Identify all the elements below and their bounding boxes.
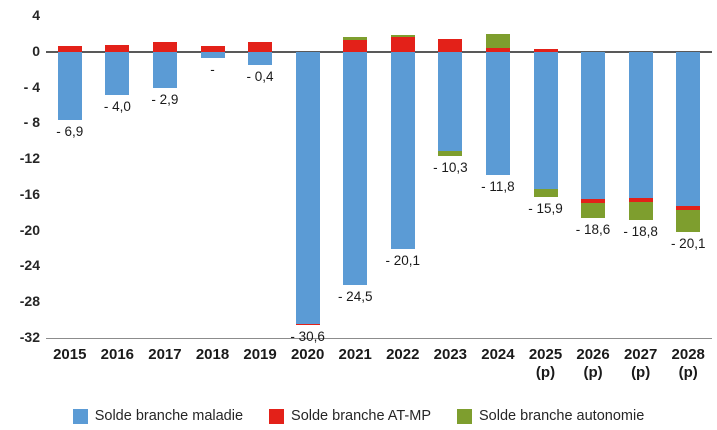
x-axis-label: 2025 (p) bbox=[528, 346, 563, 381]
x-axis-label: 2024 bbox=[481, 346, 515, 363]
bar-segment bbox=[248, 41, 273, 52]
bar-segment bbox=[676, 205, 701, 211]
axis-bottom-line bbox=[46, 337, 712, 339]
legend-label: Solde branche maladie bbox=[94, 408, 244, 424]
bar-segment bbox=[676, 51, 701, 206]
bar-value-label: - 18,6 bbox=[575, 222, 611, 238]
x-axis-label: 2015 bbox=[53, 346, 87, 363]
bar-value-label: - 4,0 bbox=[103, 98, 131, 114]
y-axis-tick: -12 bbox=[19, 150, 40, 167]
bar-segment bbox=[485, 33, 510, 49]
legend-swatch-icon bbox=[269, 408, 285, 424]
y-axis-tick: -20 bbox=[19, 221, 40, 238]
y-axis-tick: 0 bbox=[32, 42, 40, 59]
bar-value-label: - 2,9 bbox=[151, 91, 179, 107]
bar-value-label: - 20,1 bbox=[670, 235, 706, 251]
bar-segment bbox=[343, 40, 368, 52]
bar-segment bbox=[390, 37, 415, 52]
bar-segment bbox=[343, 37, 368, 41]
bar-segment bbox=[295, 51, 320, 324]
bar-segment bbox=[581, 202, 606, 219]
bar-segment bbox=[343, 51, 368, 286]
y-axis-tick: 4 bbox=[32, 7, 40, 23]
y-axis-tick: -28 bbox=[19, 293, 40, 310]
bar-segment bbox=[438, 51, 463, 152]
bar-value-label: - bbox=[210, 62, 215, 78]
legend-swatch-icon bbox=[457, 408, 473, 424]
x-axis-label: 2022 bbox=[386, 346, 420, 363]
legend-swatch-icon bbox=[72, 408, 88, 424]
x-axis-label: 2018 bbox=[195, 346, 230, 363]
bar-segment bbox=[390, 34, 415, 38]
bar-segment bbox=[390, 51, 415, 249]
bar-segment bbox=[152, 41, 177, 52]
bar-segment bbox=[628, 197, 653, 203]
bar-segment bbox=[533, 188, 558, 197]
bar-segment bbox=[105, 51, 130, 95]
x-axis-label: 2019 bbox=[243, 346, 277, 363]
bar-segment bbox=[581, 51, 606, 200]
bar-segment bbox=[248, 51, 273, 66]
legend-label: Solde branche autonomie bbox=[479, 408, 645, 424]
bar-segment bbox=[533, 51, 558, 189]
bar-segment bbox=[676, 210, 701, 232]
x-axis-label: 2026 (p) bbox=[576, 346, 610, 381]
x-axis-label: 2027 (p) bbox=[623, 346, 658, 381]
bar-segment bbox=[485, 51, 510, 176]
y-axis-tick: -24 bbox=[19, 257, 40, 274]
bar-value-label: - 15,9 bbox=[528, 200, 563, 216]
bar-segment bbox=[152, 51, 177, 88]
bar-value-label: - 20,1 bbox=[385, 252, 421, 268]
y-axis-tick: - 8 bbox=[23, 114, 40, 131]
bar-segment bbox=[533, 49, 558, 52]
bar-segment bbox=[295, 323, 320, 326]
chart-legend: Solde branche maladie Solde branche AT-MP… bbox=[0, 408, 717, 424]
y-axis-tick: -16 bbox=[19, 185, 40, 202]
bar-value-label: - 6,9 bbox=[56, 123, 84, 139]
legend-label: Solde branche AT-MP bbox=[291, 408, 432, 424]
bar-segment bbox=[438, 39, 463, 52]
bar-segment bbox=[57, 51, 82, 120]
legend-item: Solde branche autonomie bbox=[457, 408, 644, 424]
x-axis-label: 2023 bbox=[433, 346, 468, 363]
legend-item: Solde branche maladie bbox=[72, 408, 244, 424]
bar-segment bbox=[628, 51, 653, 198]
bar-segment bbox=[200, 51, 225, 59]
legend-item: Solde branche AT-MP bbox=[269, 408, 431, 424]
x-axis-label: 2021 bbox=[338, 346, 372, 363]
bar-value-label: - 30,6 bbox=[290, 329, 325, 345]
x-axis-label: 2016 bbox=[100, 346, 135, 363]
bar-segment bbox=[581, 199, 606, 203]
bar-segment bbox=[57, 45, 82, 52]
bar-segment bbox=[438, 151, 463, 157]
bar-value-label: - 11,8 bbox=[481, 179, 515, 195]
x-axis-label: 2020 bbox=[290, 346, 325, 363]
bar-segment bbox=[105, 44, 130, 52]
bar-value-label: - 0,4 bbox=[246, 69, 274, 85]
bar-value-label: - 18,8 bbox=[623, 223, 658, 239]
bar-value-label: - 10,3 bbox=[433, 160, 468, 176]
bar-segment bbox=[485, 48, 510, 52]
y-axis-tick: -32 bbox=[19, 329, 40, 345]
zero-axis-line bbox=[46, 50, 712, 53]
y-axis-tick: - 4 bbox=[23, 78, 40, 95]
bar-value-label: - 24,5 bbox=[337, 289, 373, 305]
x-axis-label: 2028 (p) bbox=[671, 346, 705, 381]
x-axis-label: 2017 bbox=[148, 346, 182, 363]
bar-segment bbox=[628, 202, 653, 220]
bar-segment bbox=[200, 45, 225, 52]
